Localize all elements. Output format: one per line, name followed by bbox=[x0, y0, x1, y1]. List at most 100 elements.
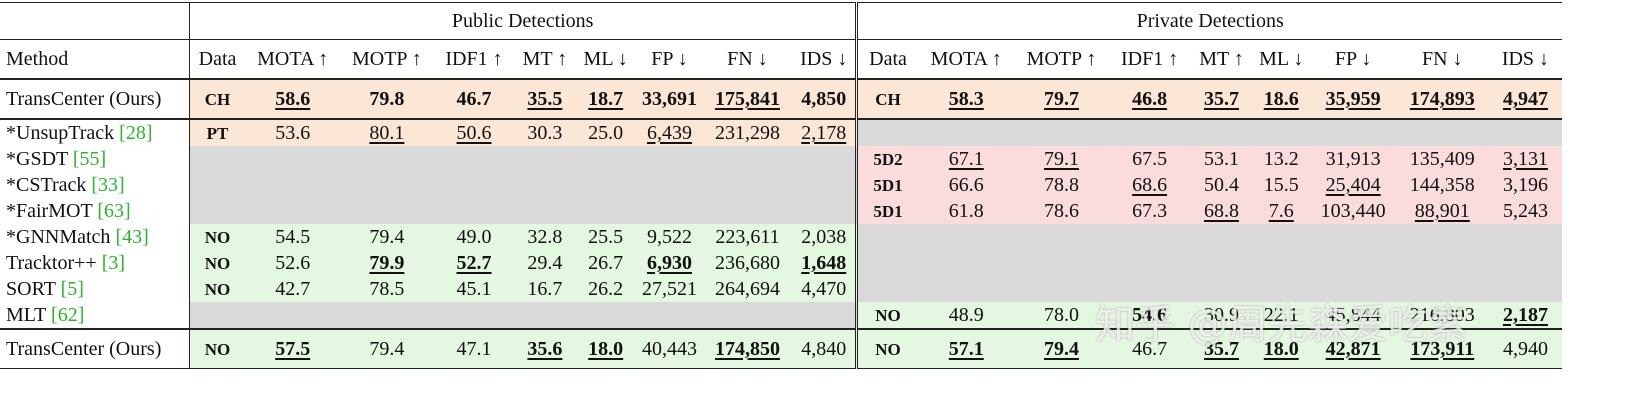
value-cell: 16.7 bbox=[514, 276, 576, 302]
header-groups: Public Detections Private Detections bbox=[0, 2, 1562, 40]
metric-value: 58.3 bbox=[948, 87, 984, 110]
metric-value: 35.5 bbox=[527, 87, 563, 110]
value-cell: 173,911 bbox=[1395, 328, 1489, 369]
column-header: MOTA ↑ bbox=[917, 39, 1015, 80]
value-cell: 78.8 bbox=[1014, 172, 1109, 198]
metric-value: 31,913 bbox=[1325, 147, 1381, 170]
value-cell: 216,803 bbox=[1395, 302, 1489, 330]
method-cell: *CSTrack [33] bbox=[0, 172, 190, 198]
metric-value: 35,959 bbox=[1325, 87, 1381, 110]
metric-value: 30.9 bbox=[1204, 303, 1239, 326]
value-cell: 33,691 bbox=[636, 78, 703, 120]
data-tag: CH bbox=[875, 89, 901, 109]
value-cell: 236,680 bbox=[702, 250, 793, 276]
value-cell: PT bbox=[189, 118, 246, 146]
value-cell: 53.6 bbox=[245, 118, 341, 146]
reference: [28] bbox=[119, 121, 153, 144]
method-name: *FairMOT bbox=[6, 199, 93, 222]
value-cell: 54.5 bbox=[245, 224, 341, 250]
metric-value: 79.4 bbox=[369, 225, 405, 248]
data-tag: NO bbox=[875, 339, 901, 359]
metric-value: 26.7 bbox=[588, 251, 624, 274]
metric-value: 15.5 bbox=[1263, 173, 1299, 196]
value-cell: NO bbox=[856, 302, 918, 330]
value-cell: 4,850 bbox=[792, 78, 859, 120]
column-header: MOTP ↑ bbox=[1014, 39, 1109, 80]
value-cell: 3,196 bbox=[1488, 172, 1562, 198]
metric-value: 53.6 bbox=[275, 121, 311, 144]
results-table: Public Detections Private Detections Metho… bbox=[0, 2, 1562, 369]
metric-value: 35.6 bbox=[527, 337, 563, 360]
data-tag: PT bbox=[206, 123, 229, 143]
value-cell: 79.8 bbox=[340, 78, 434, 120]
data-tag: NO bbox=[204, 227, 231, 247]
value-cell: 66.6 bbox=[917, 172, 1015, 198]
value-cell: 30.3 bbox=[514, 118, 576, 146]
value-cell: 18.0 bbox=[1251, 328, 1311, 369]
value-cell: 40,443 bbox=[636, 328, 703, 369]
metric-value: 79.9 bbox=[369, 251, 405, 274]
data-tag: NO bbox=[875, 305, 901, 325]
group-title: Private Detections bbox=[856, 2, 1562, 40]
metric-value: 18.0 bbox=[1263, 337, 1299, 360]
column-header: FP ↓ bbox=[636, 39, 703, 80]
value-cell: 48.9 bbox=[917, 302, 1015, 330]
value-cell: 68.8 bbox=[1191, 198, 1252, 224]
column-header: MT ↑ bbox=[514, 39, 576, 80]
metric-value: 2,187 bbox=[1502, 303, 1548, 326]
method-cell: *FairMOT [63] bbox=[0, 198, 190, 224]
metric-value: 46.8 bbox=[1132, 87, 1168, 110]
metric-value: 50.6 bbox=[456, 121, 492, 144]
empty-block bbox=[856, 118, 1562, 146]
reference: [62] bbox=[51, 303, 85, 326]
group-title: Public Detections bbox=[189, 2, 859, 40]
value-cell: 79.4 bbox=[340, 224, 434, 250]
metric-value: 54.5 bbox=[275, 225, 311, 248]
method-name: *UnsupTrack bbox=[6, 121, 115, 144]
empty-cell bbox=[0, 2, 190, 40]
data-tag: NO bbox=[204, 253, 231, 273]
metric-value: 61.8 bbox=[948, 199, 984, 222]
value-cell: NO bbox=[189, 276, 246, 302]
table-row: *GSDT [55] 5D2 67.1 79.1 67.5 53.1 13.2 31,913 1… bbox=[0, 146, 1562, 172]
metric-value: 52.6 bbox=[275, 251, 311, 274]
value-cell: 15.5 bbox=[1251, 172, 1311, 198]
column-header: MT ↑ bbox=[1191, 39, 1252, 80]
metric-value: 79.4 bbox=[369, 337, 405, 360]
value-cell: 79.7 bbox=[1014, 78, 1109, 120]
metric-value: 79.7 bbox=[1043, 87, 1079, 110]
value-cell: 46.7 bbox=[1108, 328, 1192, 369]
value-cell: 79.9 bbox=[340, 250, 434, 276]
value-cell: 2,178 bbox=[792, 118, 859, 146]
reference: [63] bbox=[97, 199, 131, 222]
value-cell: 46.8 bbox=[1108, 78, 1192, 120]
metric-value: 4,940 bbox=[1502, 337, 1548, 360]
metric-value: 78.6 bbox=[1043, 199, 1079, 222]
value-cell: 68.6 bbox=[1108, 172, 1192, 198]
value-cell: 50.4 bbox=[1191, 172, 1252, 198]
value-cell: 223,611 bbox=[702, 224, 793, 250]
metric-value: 67.3 bbox=[1132, 199, 1168, 222]
column-header: MOTA ↑ bbox=[245, 39, 341, 80]
value-cell: 42,871 bbox=[1310, 328, 1396, 369]
method-cell: SORT [5] bbox=[0, 276, 190, 302]
data-tag: NO bbox=[204, 339, 231, 359]
method-cell: TransCenter (Ours) bbox=[0, 78, 190, 120]
column-header: Method bbox=[0, 39, 190, 80]
value-cell: 4,840 bbox=[792, 328, 859, 369]
metric-value: 103,440 bbox=[1320, 199, 1386, 222]
metric-value: 175,841 bbox=[714, 87, 780, 110]
method-name: Tracktor++ bbox=[6, 251, 97, 274]
value-cell: 13.2 bbox=[1251, 146, 1311, 172]
table-row: Tracktor++ [3] NO 52.6 79.9 52.7 29.4 26.7 6,93… bbox=[0, 250, 1562, 276]
metric-value: 78.5 bbox=[369, 277, 405, 300]
value-cell: 26.7 bbox=[575, 250, 637, 276]
value-cell: 25,404 bbox=[1310, 172, 1396, 198]
metric-value: 4,947 bbox=[1502, 87, 1548, 110]
metric-value: 2,178 bbox=[801, 121, 847, 144]
value-cell: 4,470 bbox=[792, 276, 859, 302]
value-cell: 25.5 bbox=[575, 224, 637, 250]
value-cell: NO bbox=[189, 224, 246, 250]
data-tag: CH bbox=[204, 89, 231, 109]
value-cell: 32.8 bbox=[514, 224, 576, 250]
